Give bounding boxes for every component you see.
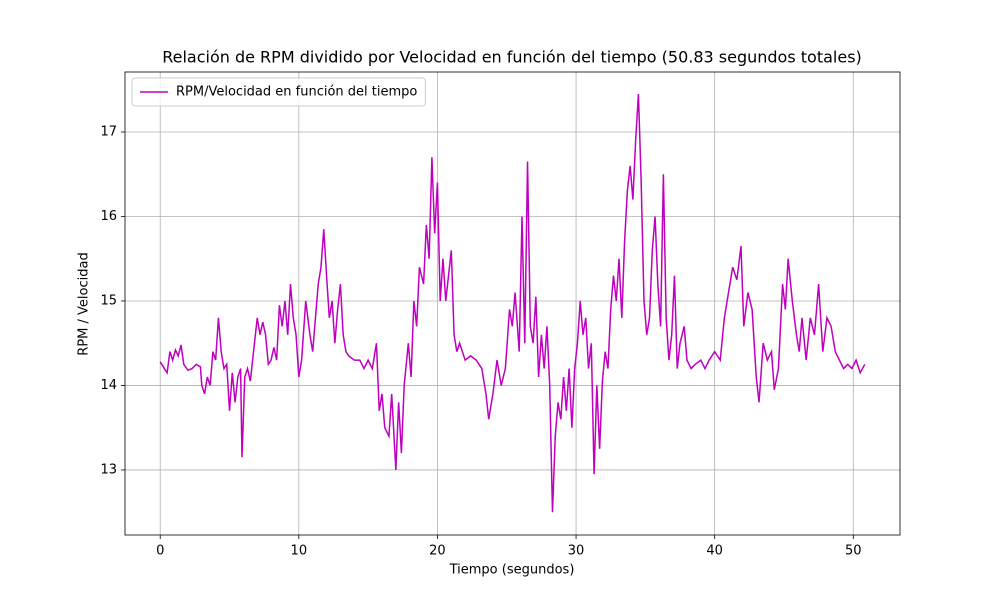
x-tick-label: 50 (845, 544, 862, 559)
chart-title: Relación de RPM dividido por Velocidad e… (162, 48, 862, 67)
x-tick-label: 20 (429, 544, 446, 559)
plot (159, 93, 866, 513)
axes-frame (124, 71, 901, 536)
y-tick-label: 13 (100, 462, 117, 477)
y-axis-label: RPM / Velocidad (77, 252, 92, 355)
y-tick-label: 14 (100, 378, 117, 393)
x-axis-label: Tiempo (segundos) (449, 563, 575, 578)
y-tick-label: 17 (100, 124, 117, 139)
y-tick-label: 15 (100, 293, 117, 308)
grid: 0 10 20 30 40 50 13 14 15 16 17 (100, 72, 900, 559)
legend-box (131, 77, 426, 107)
y-tick-label: 16 (100, 209, 117, 224)
x-tick-label: 30 (568, 544, 585, 559)
x-tick-label: 0 (156, 544, 164, 559)
x-tick-label: 40 (706, 544, 723, 559)
data-line (159, 93, 866, 513)
legend: RPM/Velocidad en función del tiempo (131, 77, 426, 107)
x-tick-label: 10 (291, 544, 308, 559)
legend-label: RPM/Velocidad en función del tiempo (176, 85, 417, 100)
